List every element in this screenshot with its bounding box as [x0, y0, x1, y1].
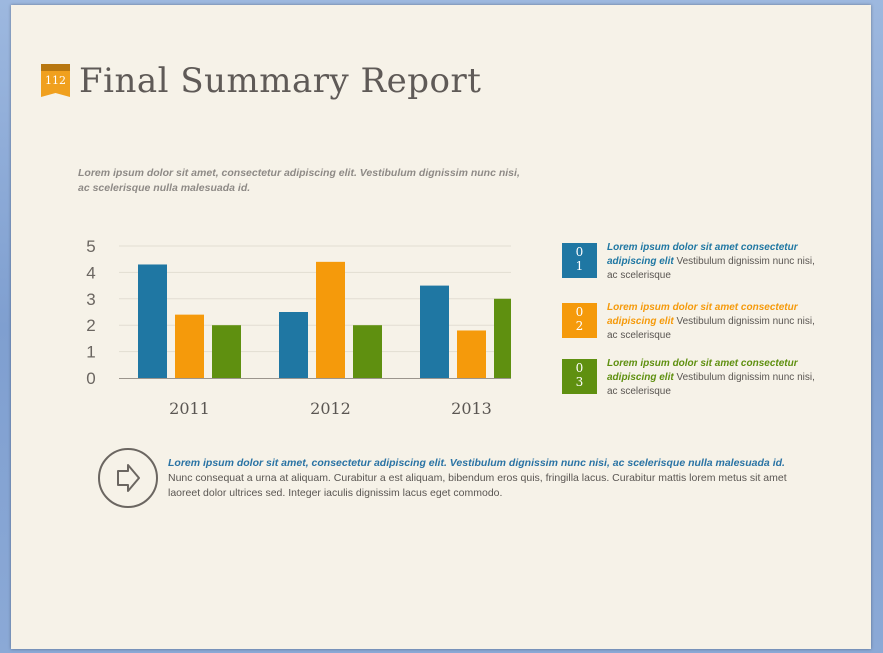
legend-text: Vestibulum dignissim nunc nisi, ac scele… — [607, 372, 815, 397]
y-tick-label: 0 — [86, 369, 95, 388]
bar-chart: 0 1 2 3 4 5 2011 2012 2013 — [86, 237, 511, 418]
summary-text: Lorem ipsum dolor sit amet, consectetur … — [168, 456, 818, 501]
legend-heading: Lorem ipsum dolor sit amet consectetur a… — [607, 242, 798, 267]
summary-body: Nunc consequat a urna at aliquam. Curabi… — [168, 472, 787, 499]
bar — [457, 330, 486, 378]
x-tick-label: 2011 — [169, 399, 210, 418]
y-tick-label: 5 — [86, 237, 95, 256]
bar — [138, 264, 167, 378]
y-tick-label: 4 — [86, 263, 95, 282]
intro-text: Lorem ipsum dolor sit amet, consectetur … — [78, 167, 520, 194]
legend-heading: Lorem ipsum dolor sit amet consectetur a… — [607, 302, 798, 327]
bar — [494, 298, 511, 378]
bar — [279, 312, 308, 378]
bar — [353, 325, 382, 378]
x-tick-label: 2013 — [451, 399, 492, 418]
legend-heading: Lorem ipsum dolor sit amet consectetur a… — [607, 358, 798, 383]
slide: 112 Final Summary Report Lorem ipsum dol… — [11, 5, 871, 649]
page-title: Final Summary Report — [79, 61, 482, 101]
arrow-right-icon — [98, 448, 158, 508]
x-tick-label: 2012 — [310, 399, 351, 418]
y-tick-label: 2 — [86, 316, 95, 335]
y-tick-label: 1 — [86, 343, 95, 362]
legend-text: Vestibulum dignissim nunc nisi, ac scele… — [607, 256, 815, 281]
bar — [420, 285, 449, 378]
bar — [316, 261, 345, 378]
legend-text: Vestibulum dignissim nunc nisi, ac scele… — [607, 316, 815, 341]
page-number-badge — [41, 64, 70, 97]
bar — [175, 314, 204, 378]
y-tick-label: 3 — [86, 290, 95, 309]
bar — [212, 325, 241, 378]
summary-heading: Lorem ipsum dolor sit amet, consectetur … — [168, 457, 785, 469]
